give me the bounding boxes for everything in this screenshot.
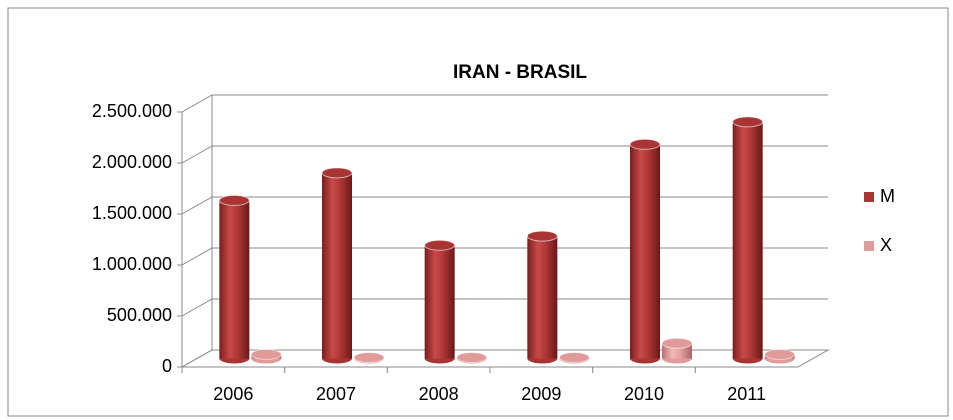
bar-body <box>219 200 250 359</box>
legend-swatch <box>864 192 874 202</box>
legend-swatch <box>864 241 874 251</box>
bar <box>456 351 488 364</box>
y-tick-label: 1.000.000 <box>92 254 172 274</box>
grid-line <box>181 247 828 266</box>
bar-top <box>764 348 796 360</box>
bar-body <box>424 245 455 359</box>
chart-frame <box>7 7 949 417</box>
bar-top <box>629 138 661 150</box>
bar-top <box>661 337 693 349</box>
y-tick-label: 1.500.000 <box>92 203 172 223</box>
grid-line <box>181 349 828 368</box>
grid-line <box>181 196 828 215</box>
bar-top <box>321 167 353 179</box>
y-tick-label: 0 <box>162 356 172 376</box>
y-tick-label: 2.000.000 <box>92 152 172 172</box>
bar-top <box>526 230 558 242</box>
bar <box>558 351 590 364</box>
x-tick-label: 2008 <box>419 384 459 404</box>
bar <box>526 230 558 364</box>
bar-top <box>558 351 590 363</box>
bar <box>353 351 385 364</box>
bar <box>661 337 693 364</box>
x-tick-label: 2011 <box>727 384 766 404</box>
grid-line <box>181 94 828 113</box>
bar <box>250 348 282 364</box>
bar <box>424 239 456 364</box>
bar <box>732 116 764 364</box>
bar-top <box>218 194 250 206</box>
bar-body <box>630 144 660 359</box>
bar-top <box>456 351 488 363</box>
legend-label: M <box>880 186 895 206</box>
x-tick-label: 2009 <box>521 384 561 404</box>
bar <box>629 138 661 364</box>
bar-body <box>732 121 763 359</box>
grid-line <box>181 298 828 317</box>
chart-title: IRAN - BRASIL <box>453 62 587 83</box>
y-tick-label: 2.500.000 <box>92 101 172 121</box>
x-tick-label: 2007 <box>316 384 356 404</box>
bar-body <box>527 236 558 359</box>
bar-body <box>322 172 352 359</box>
x-tick-label: 2010 <box>624 384 664 404</box>
x-tick-label: 2006 <box>213 384 253 404</box>
legend-label: X <box>880 235 892 255</box>
bar <box>218 194 250 364</box>
bar-top <box>250 348 282 360</box>
bar <box>764 348 796 364</box>
bar-top <box>732 116 764 128</box>
bar-top <box>424 239 456 251</box>
y-tick-label: 500.000 <box>107 305 172 325</box>
bar-top <box>353 351 385 363</box>
grid-line <box>181 145 828 164</box>
bar <box>321 167 353 364</box>
